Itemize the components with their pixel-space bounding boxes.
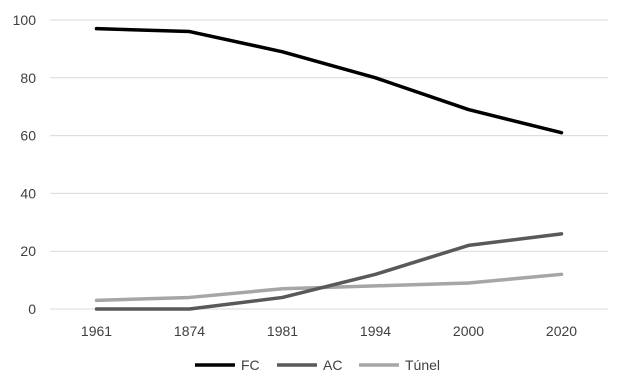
legend-label-fc: FC	[241, 357, 260, 371]
y-tick-label: 40	[20, 185, 36, 201]
x-tick-label: 2020	[546, 323, 577, 339]
x-axis: 1961 1874 1981 1994 2000 2020	[81, 323, 577, 339]
series-line-fc	[94, 26, 564, 135]
x-tick-label: 1874	[174, 323, 205, 339]
x-tick-label: 1994	[360, 323, 391, 339]
legend-label-ac: AC	[323, 357, 342, 371]
gridlines	[50, 19, 608, 310]
legend: FC AC Túnel	[195, 357, 440, 371]
x-tick-label: 2000	[453, 323, 484, 339]
x-tick-label: 1981	[267, 323, 298, 339]
y-tick-label: 0	[28, 301, 36, 317]
series-lines	[94, 26, 564, 311]
y-tick-label: 60	[20, 128, 36, 144]
x-tick-label: 1961	[81, 323, 112, 339]
series-line-ac	[94, 232, 564, 311]
y-tick-label: 100	[13, 12, 37, 28]
y-tick-label: 80	[20, 70, 36, 86]
legend-label-túnel: Túnel	[405, 357, 440, 371]
y-tick-label: 20	[20, 243, 36, 259]
y-axis: 0 20 40 60 80 100	[13, 12, 37, 317]
